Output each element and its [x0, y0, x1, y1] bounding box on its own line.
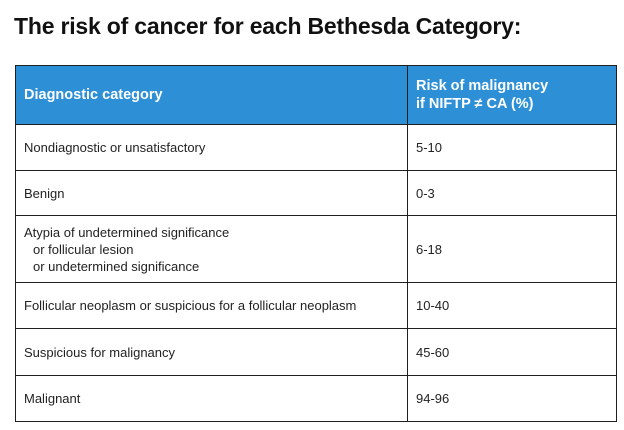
table-row: Atypia of undetermined significance or f…: [15, 215, 617, 283]
category-line: Atypia of undetermined significance: [24, 224, 230, 240]
risk-cell: 10-40: [407, 282, 617, 329]
table-row: Benign 0-3: [15, 170, 617, 216]
header-risk-line-2: if NIFTP ≠ CA (%): [416, 96, 534, 112]
risk-cell: 5-10: [407, 124, 617, 171]
header-diagnostic-category: Diagnostic category: [15, 65, 408, 125]
header-risk-of-malignancy: Risk of malignancy if NIFTP ≠ CA (%): [407, 65, 617, 125]
page-title: The risk of cancer for each Bethesda Cat…: [14, 13, 522, 39]
header-risk-line-1: Risk of malignancy: [416, 78, 549, 94]
category-cell: Suspicious for malignancy: [15, 328, 408, 376]
category-cell: Nondiagnostic or unsatisfactory: [15, 124, 408, 171]
risk-cell: 0-3: [407, 170, 617, 216]
category-line: or follicular lesion: [33, 241, 134, 257]
table-row: Suspicious for malignancy 45-60: [15, 328, 617, 376]
category-cell: Malignant: [15, 375, 408, 422]
table-row: Nondiagnostic or unsatisfactory 5-10: [15, 124, 617, 171]
risk-cell: 45-60: [407, 328, 617, 376]
risk-cell: 6-18: [407, 215, 617, 283]
category-cell: Follicular neoplasm or suspicious for a …: [15, 282, 408, 329]
table-row: Malignant 94-96: [15, 375, 617, 422]
category-line: or undetermined significance: [33, 258, 200, 274]
risk-cell: 94-96: [407, 375, 617, 422]
bethesda-risk-table: Diagnostic category Risk of malignancy i…: [15, 65, 617, 422]
category-cell: Benign: [15, 170, 408, 216]
table-header-row: Diagnostic category Risk of malignancy i…: [15, 65, 617, 125]
category-cell: Atypia of undetermined significance or f…: [15, 215, 408, 283]
table-row: Follicular neoplasm or suspicious for a …: [15, 282, 617, 329]
